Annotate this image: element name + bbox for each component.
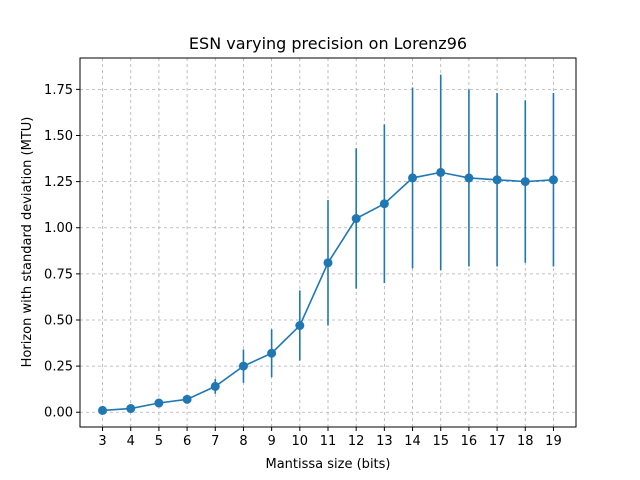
y-tick-label: 0.50 [44, 313, 73, 328]
data-point [238, 361, 248, 371]
y-tick-label: 0.00 [44, 406, 73, 421]
x-tick-label: 15 [432, 434, 449, 449]
data-point [182, 394, 192, 404]
data-point [295, 321, 305, 331]
data-point [98, 405, 108, 415]
x-tick-label: 13 [376, 434, 393, 449]
y-tick-label: 1.00 [44, 221, 73, 236]
data-point [210, 381, 220, 391]
data-point [267, 348, 277, 358]
data-point [492, 175, 502, 185]
data-point [408, 173, 418, 183]
data-point [323, 258, 333, 268]
x-tick-label: 6 [183, 434, 191, 449]
data-point [436, 167, 446, 177]
y-tick-label: 0.75 [44, 267, 73, 282]
x-tick-label: 17 [489, 434, 506, 449]
x-tick-label: 19 [545, 434, 562, 449]
plot-area [98, 74, 558, 415]
x-tick-label: 12 [348, 434, 365, 449]
x-tick-label: 8 [239, 434, 247, 449]
x-tick-label: 14 [404, 434, 421, 449]
data-point [351, 214, 361, 224]
y-tick-label: 1.75 [44, 83, 73, 98]
x-tick-label: 16 [461, 434, 478, 449]
x-tick-label: 7 [211, 434, 219, 449]
chart-title: ESN varying precision on Lorenz96 [189, 34, 467, 53]
y-tick-label: 0.25 [44, 360, 73, 375]
y-tick-label: 1.50 [44, 129, 73, 144]
data-point [154, 398, 164, 408]
x-tick-label: 3 [98, 434, 106, 449]
data-point [520, 177, 530, 187]
x-tick-label: 5 [155, 434, 163, 449]
x-tick-label: 9 [267, 434, 275, 449]
x-tick-label: 18 [517, 434, 534, 449]
data-point [126, 404, 136, 414]
x-tick-label: 11 [320, 434, 337, 449]
data-point [464, 173, 474, 183]
y-axis-label: Horizon with standard deviation (MTU) [20, 117, 35, 368]
x-tick-label: 10 [292, 434, 309, 449]
x-axis-label: Mantissa size (bits) [266, 457, 391, 472]
data-point [379, 199, 389, 209]
axis-ticks: 3 4 5 6 7 8 9 10 11 12 13 14 15 16 17 18 19 0.00 0.25 0.50 0… [44, 83, 562, 449]
data-point [548, 175, 558, 185]
y-tick-label: 1.25 [44, 175, 73, 190]
x-tick-label: 4 [127, 434, 135, 449]
